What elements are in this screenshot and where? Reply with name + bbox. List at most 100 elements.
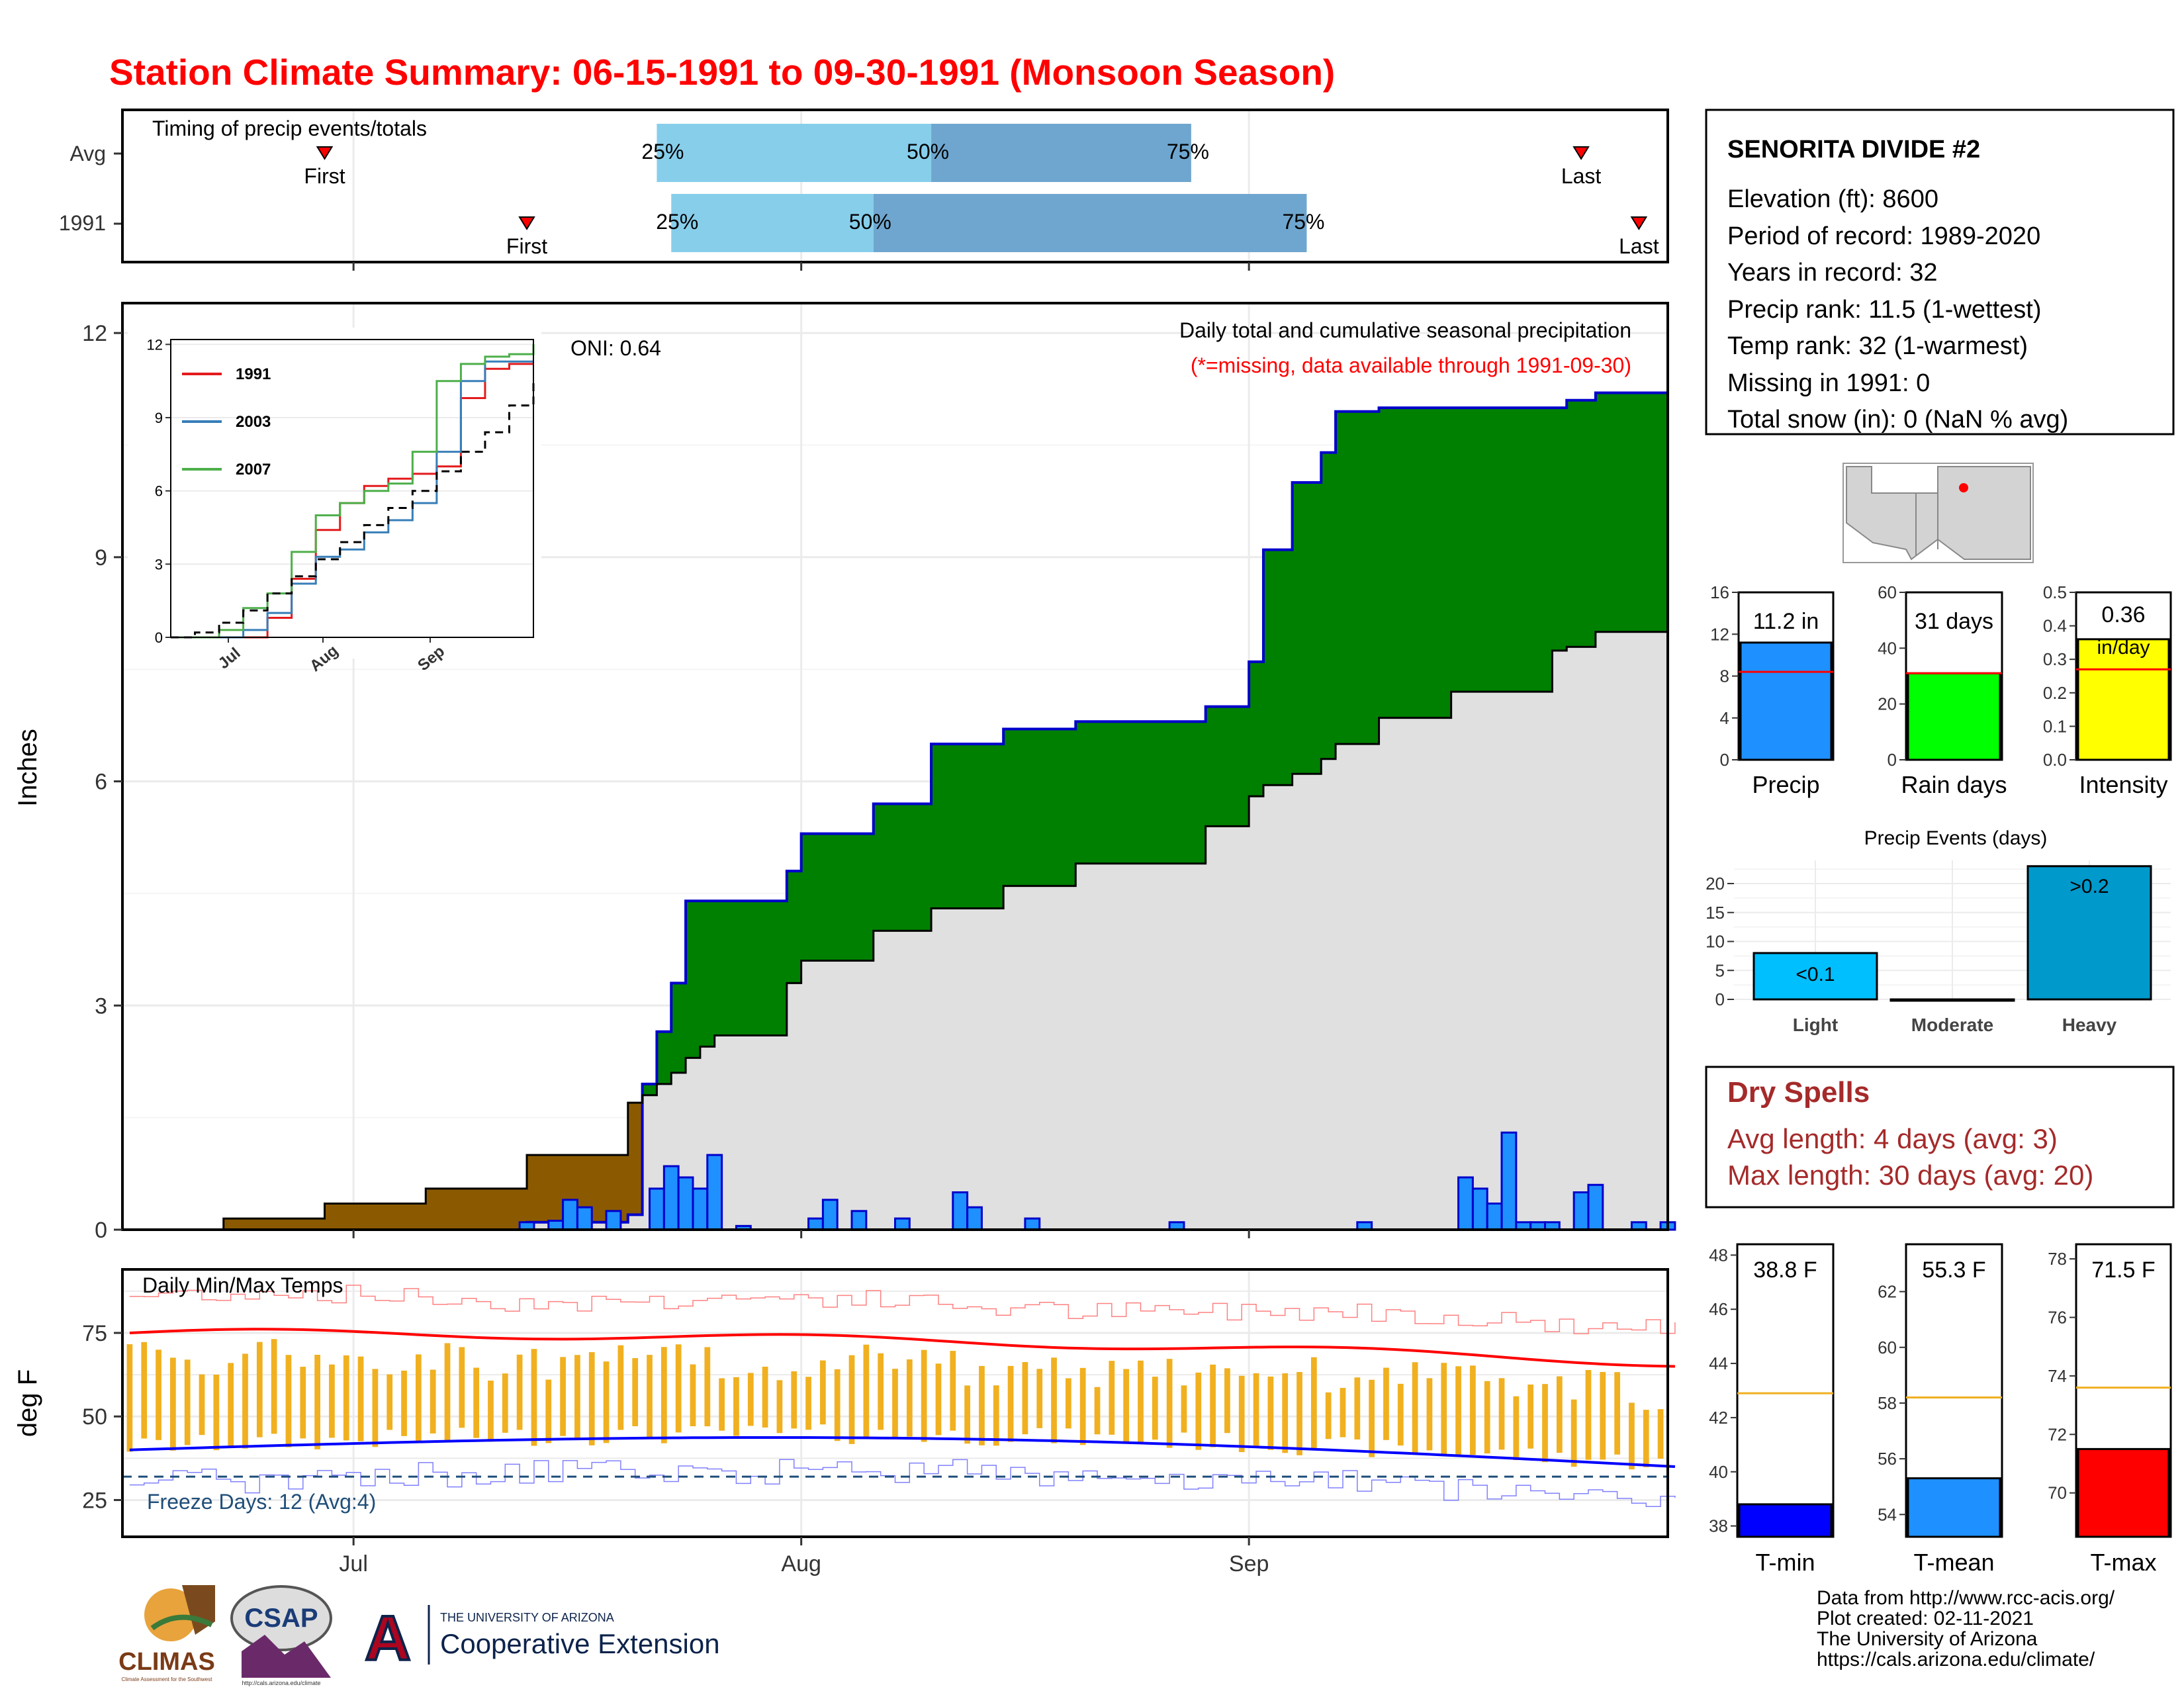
raindays-summary-name-label: Rain days	[1901, 771, 2007, 798]
daily-precip-bar	[1500, 1131, 1518, 1231]
daily-temp-range-bar	[242, 1353, 248, 1449]
daily-temp-range-bar	[1513, 1396, 1520, 1461]
daily-temp-range-bar	[372, 1369, 379, 1447]
daily-temp-range-bar	[1484, 1381, 1490, 1454]
daily-precip-bar	[662, 1165, 680, 1231]
station-name: SENORITA DIVIDE #2	[1727, 136, 1980, 163]
daily-temp-range-bar	[1441, 1363, 1447, 1455]
x-tick-label: Jul	[339, 1551, 367, 1577]
daily-temp-range-bar	[617, 1345, 624, 1430]
daily-temp-range-bar	[690, 1364, 696, 1426]
page-title: Station Climate Summary: 06-15-1991 to 0…	[109, 52, 1335, 93]
observed-cumulative-line	[122, 391, 1668, 1231]
daily-temp-range-bar	[1614, 1372, 1620, 1455]
station-info-frame	[1705, 109, 2175, 435]
intensity-summary-tick-label: 0.5	[2043, 582, 2067, 602]
precip-summary-tick-label: 4	[1720, 708, 1729, 728]
raindays-summary-bar	[1907, 672, 2001, 761]
timing-panel-label: Timing of precip events/totals	[152, 116, 427, 140]
daily-temp-range-bar	[357, 1356, 364, 1441]
intensity-summary-tick-label: 0.2	[2043, 683, 2067, 703]
climas-text: CLIMAS	[118, 1648, 215, 1676]
csap-cloud-icon	[230, 1585, 332, 1651]
daily-precip-bar	[894, 1217, 911, 1231]
daily-temp-range-bar	[430, 1369, 436, 1434]
daily-temp-range-bar	[1181, 1385, 1187, 1433]
tmin-summary-value-label: 38.8 F	[1753, 1257, 1817, 1283]
daily-temp-range-bar	[1297, 1372, 1302, 1455]
station-precip-rank: Precip rank: 11.5 (1-wettest)	[1727, 296, 2041, 324]
daily-temp-range-bar	[1138, 1360, 1144, 1442]
timing-pct-25: 25%	[641, 140, 684, 163]
event-bar-label: <0.1	[1796, 964, 1835, 985]
daily-temp-range-bar	[1051, 1357, 1057, 1443]
daily-temp-range-bar	[935, 1363, 942, 1436]
temp-y-label: deg F	[13, 1369, 42, 1437]
daily-temp-range-bar	[1600, 1371, 1606, 1460]
daily-temp-range-bar	[1629, 1402, 1635, 1470]
freeze-days-label: Freeze Days: 12 (Avg:4)	[147, 1490, 376, 1514]
timing-q25-q50-bar	[671, 194, 874, 252]
intensity-summary-bar	[2077, 638, 2170, 761]
daily-temp-range-bar	[1109, 1361, 1115, 1435]
tmean-summary-tick-label: 56	[1878, 1449, 1897, 1469]
dry-spells-avg: Avg length: 4 days (avg: 3)	[1727, 1123, 2058, 1154]
precip-y-tick-label: 0	[95, 1218, 107, 1243]
intensity-summary-unit-label: in/day	[2097, 637, 2150, 659]
daily-temp-range-bar	[878, 1353, 884, 1430]
temp-y-tick-label: 75	[82, 1321, 107, 1346]
daily-temp-range-bar	[156, 1349, 161, 1440]
ua-a-icon: A	[365, 1603, 410, 1674]
daily-temp-range-bar	[1340, 1388, 1346, 1438]
tmean-summary-value-label: 55.3 F	[1922, 1257, 1985, 1283]
event-bar-light	[1752, 952, 1878, 1001]
daily-temp-range-bar	[228, 1363, 234, 1448]
inset-series-2003	[171, 360, 533, 639]
daily-temp-range-bar	[1210, 1364, 1216, 1447]
tmax-summary-bar	[2077, 1447, 2170, 1538]
daily-precip-bar	[576, 1206, 593, 1231]
footer-line-3: The University of Arizona	[1817, 1628, 2038, 1650]
inset-y-tick-label: 6	[155, 483, 163, 500]
daily-temp-range-bar	[993, 1385, 999, 1446]
temp-y-tick-label: 25	[82, 1488, 107, 1513]
daily-temp-range-bar	[1123, 1369, 1130, 1443]
daily-precip-bar	[1024, 1217, 1041, 1231]
tmin-summary-tick-label: 46	[1709, 1299, 1728, 1319]
tmin-summary-tick-label: 44	[1709, 1353, 1728, 1373]
daily-temp-range-bar	[747, 1373, 754, 1426]
temp-panel-frame	[121, 1268, 1669, 1538]
tmin-summary-name-label: T-min	[1756, 1549, 1815, 1576]
inset-legend-label: 2003	[236, 413, 271, 431]
daily-temp-range-bar	[473, 1367, 480, 1438]
x-tick-label: Aug	[781, 1551, 821, 1577]
daily-temp-range-bar	[1152, 1377, 1158, 1440]
temp-panel: 25 50 75 Daily Min/Max Temps Freeze Days: …	[13, 262, 1676, 1577]
daily-precip-bar	[1471, 1187, 1488, 1231]
avg-tmin-line	[129, 1436, 1676, 1468]
precip-y-tick-label: 12	[82, 321, 107, 346]
events-title: Precip Events (days)	[1864, 827, 2048, 849]
daily-temp-range-bar	[329, 1364, 335, 1438]
daily-precip-bar	[649, 1187, 665, 1231]
precip-subtitle: Daily total and cumulative seasonal prec…	[1179, 318, 1631, 342]
dry-spells-title: Dry Spells	[1727, 1076, 1870, 1109]
daily-temp-range-bar	[459, 1347, 465, 1428]
precip-y-tick-label: 9	[95, 545, 107, 571]
intensity-summary-tick-label: 0.1	[2043, 716, 2067, 736]
precip-y-label: Inches	[13, 729, 42, 807]
average-cumulative-line	[122, 620, 1669, 1231]
events-y-tick-label: 0	[1715, 989, 1725, 1009]
precip-summary-name-label: Precip	[1752, 771, 1819, 798]
timing-q50-q75-bar	[873, 194, 1307, 252]
timing-q25-q50-bar	[657, 124, 932, 182]
precip-summary-tick-label: 16	[1710, 582, 1729, 602]
daily-temp-range-bar	[1397, 1383, 1404, 1446]
oni-label: ONI: 0.64	[570, 336, 661, 360]
daily-temp-range-bar	[719, 1378, 725, 1431]
csap-logo: CSAP http://cals.arizona.edu/climate	[230, 1585, 332, 1686]
daily-temp-range-bar	[834, 1369, 841, 1441]
